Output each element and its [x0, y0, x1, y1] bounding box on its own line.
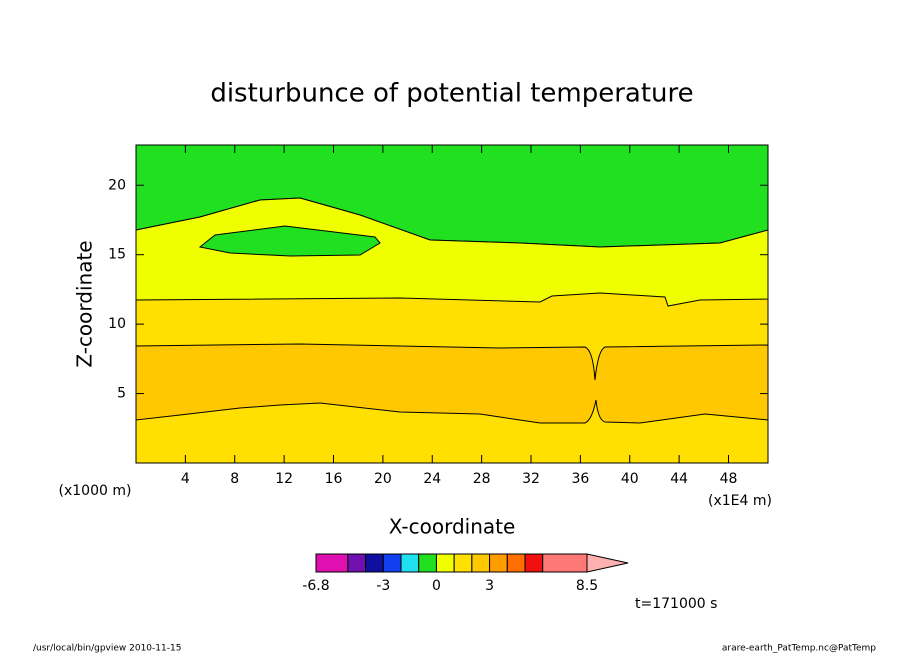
colorbar-box	[453, 553, 473, 573]
time-label: t=171000 s	[635, 596, 717, 612]
colorbar-extend	[586, 553, 629, 573]
x-tick-label: 8	[230, 471, 239, 487]
x-unit: (x1000 m)	[59, 483, 132, 499]
y-tick-label: 5	[117, 386, 126, 402]
region	[198, 225, 381, 257]
y-tick-label: 15	[108, 247, 126, 263]
colorbar-label: -6.8	[302, 578, 329, 594]
colorbar-box	[418, 553, 437, 573]
region	[135, 197, 769, 307]
y-tick-label: 20	[108, 177, 126, 193]
x-tick-label: 32	[522, 471, 540, 487]
footer-right: arare-earth_PatTemp.nc@PatTemp	[722, 644, 876, 654]
colorbar-box	[400, 553, 420, 573]
x-axis-label: X-coordinate	[389, 515, 516, 539]
colorbar-label: -3	[376, 578, 390, 594]
x-tick-label: 20	[374, 471, 392, 487]
y-axis-label: Z-coordinate	[73, 240, 97, 367]
x-tick-label: 28	[473, 471, 491, 487]
x-tick-label: 24	[423, 471, 441, 487]
colorbar-label: 8.5	[576, 578, 598, 594]
region	[135, 343, 769, 424]
footer-left: /usr/local/bin/gpview 2010-11-15	[33, 644, 181, 654]
x-tick-label: 12	[275, 471, 293, 487]
chart-title: disturbunce of potential temperature	[210, 79, 693, 109]
colorbar-label: 3	[485, 578, 494, 594]
colorbar-box	[365, 553, 384, 573]
plot-frame	[135, 144, 769, 464]
colorbar-box	[315, 553, 349, 573]
colorbar-box	[489, 553, 508, 573]
y-tick-label: 10	[108, 316, 126, 332]
colorbar-label: 0	[432, 578, 441, 594]
x-tick-label: 16	[325, 471, 343, 487]
x-tick-label: 48	[720, 471, 738, 487]
colorbar-box	[471, 553, 491, 573]
x-scale: (x1E4 m)	[708, 493, 772, 509]
x-tick-label: 36	[571, 471, 589, 487]
colorbar-box	[506, 553, 526, 573]
colorbar-box	[542, 553, 588, 573]
x-tick-label: 4	[181, 471, 190, 487]
contour-plot	[135, 144, 769, 464]
x-tick-label: 40	[621, 471, 639, 487]
colorbar-box	[435, 553, 455, 573]
x-tick-label: 44	[670, 471, 688, 487]
colorbar-box	[347, 553, 367, 573]
colorbar-box	[382, 553, 402, 573]
colorbar-box	[524, 553, 544, 573]
